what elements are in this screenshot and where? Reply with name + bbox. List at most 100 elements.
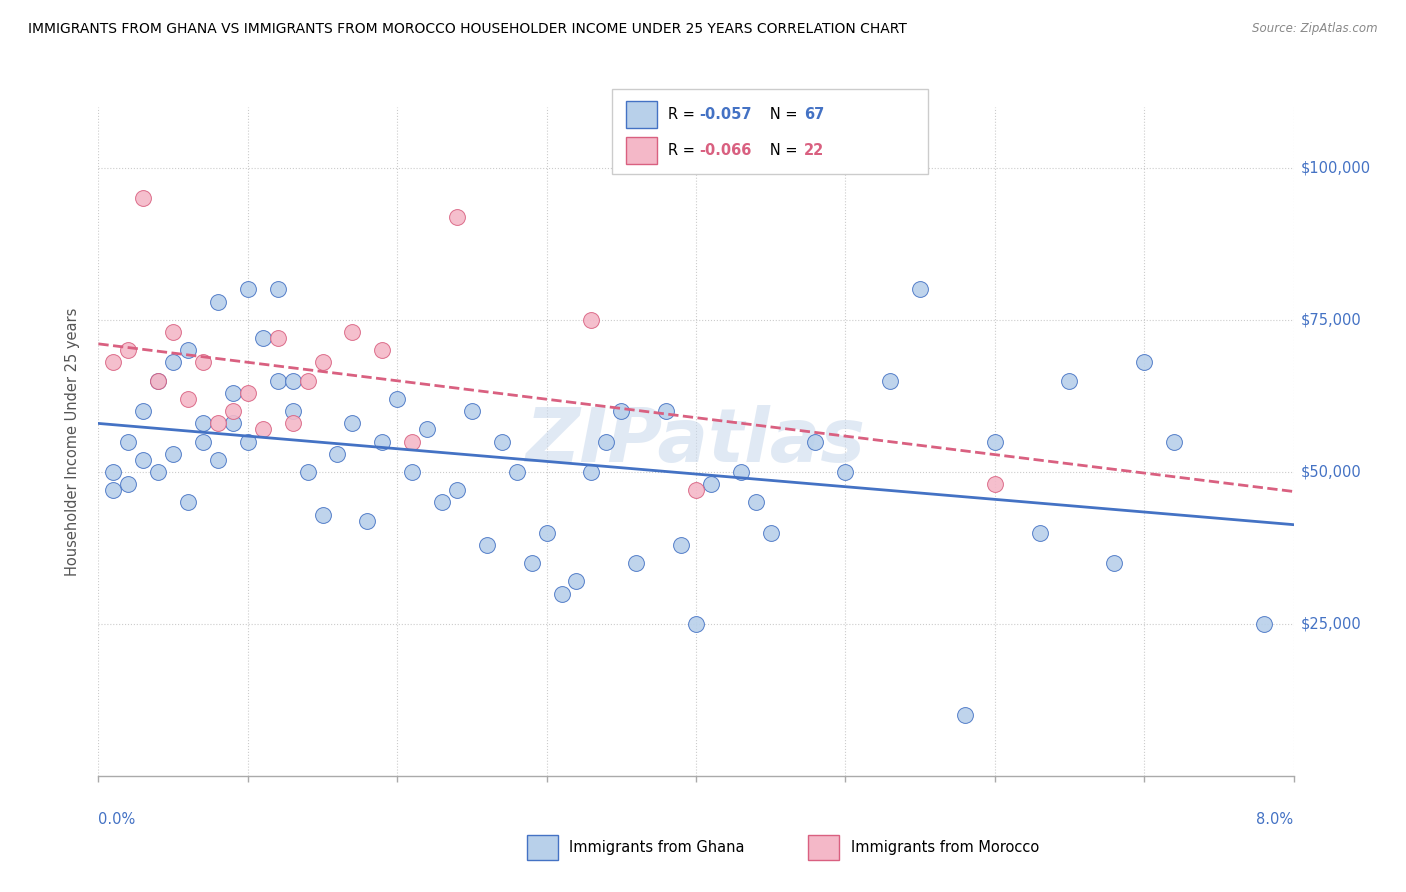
Point [207,452,229,467]
Point [222,404,245,418]
Point [117,477,139,491]
Point [1253,617,1275,632]
Point [1059,374,1081,388]
Text: -0.057: -0.057 [699,107,751,122]
Point [177,392,200,406]
Text: 0.0%: 0.0% [98,812,135,827]
Text: $25,000: $25,000 [1301,616,1361,632]
Text: ZIPatlas: ZIPatlas [526,405,866,478]
Text: R =: R = [668,107,699,122]
Point [908,283,931,297]
Point [655,404,678,418]
Point [191,417,214,431]
Text: N =: N = [756,143,803,158]
Point [281,374,304,388]
Text: $100,000: $100,000 [1301,161,1371,176]
Point [804,434,827,449]
Point [252,422,274,436]
Point [685,617,707,632]
Text: N =: N = [756,107,803,122]
Point [371,343,394,358]
Point [281,417,304,431]
Text: $75,000: $75,000 [1301,312,1361,327]
Point [177,343,200,358]
Point [148,374,170,388]
Point [446,210,468,224]
Point [491,434,513,449]
Point [103,483,125,498]
Point [685,483,707,498]
Point [132,191,155,205]
Point [103,355,125,369]
Text: Source: ZipAtlas.com: Source: ZipAtlas.com [1253,22,1378,36]
Text: 22: 22 [804,143,824,158]
Point [222,385,245,400]
Point [162,325,184,339]
Point [191,434,214,449]
Point [281,404,304,418]
Point [550,586,572,600]
Point [356,514,378,528]
Point [162,355,184,369]
Point [983,477,1005,491]
Point [610,404,633,418]
Point [475,538,498,552]
Text: Immigrants from Morocco: Immigrants from Morocco [851,840,1039,855]
Point [342,325,364,339]
Text: R =: R = [668,143,699,158]
Point [430,495,453,509]
Point [371,434,394,449]
Point [326,447,349,461]
Point [132,452,155,467]
Point [401,434,423,449]
Text: 8.0%: 8.0% [1257,812,1294,827]
Point [267,331,290,345]
Point [385,392,409,406]
Point [759,525,782,540]
Point [595,434,617,449]
Point [581,465,603,479]
Point [745,495,768,509]
Text: IMMIGRANTS FROM GHANA VS IMMIGRANTS FROM MOROCCO HOUSEHOLDER INCOME UNDER 25 YEA: IMMIGRANTS FROM GHANA VS IMMIGRANTS FROM… [28,22,907,37]
Point [669,538,692,552]
Y-axis label: Householder Income Under 25 years: Householder Income Under 25 years [65,308,80,575]
Text: 67: 67 [804,107,824,122]
Point [177,495,200,509]
Text: Immigrants from Ghana: Immigrants from Ghana [569,840,745,855]
Point [730,465,752,479]
Point [103,465,125,479]
Point [236,385,259,400]
Point [536,525,558,540]
Point [879,374,901,388]
Point [1028,525,1050,540]
Point [148,374,170,388]
Point [342,417,364,431]
Point [162,447,184,461]
Point [700,477,723,491]
Point [148,465,170,479]
Point [236,434,259,449]
Point [1133,355,1156,369]
Point [401,465,423,479]
Point [834,465,856,479]
Point [267,374,290,388]
Point [222,417,245,431]
Point [311,508,333,522]
Point [207,294,229,309]
Point [520,556,543,570]
Point [117,343,139,358]
Point [132,404,155,418]
Point [191,355,214,369]
Point [311,355,333,369]
Point [207,417,229,431]
Point [624,556,647,570]
Point [297,465,319,479]
Point [446,483,468,498]
Point [1163,434,1185,449]
Point [117,434,139,449]
Point [506,465,529,479]
Point [1102,556,1125,570]
Point [267,283,290,297]
Text: $50,000: $50,000 [1301,465,1361,479]
Point [416,422,439,436]
